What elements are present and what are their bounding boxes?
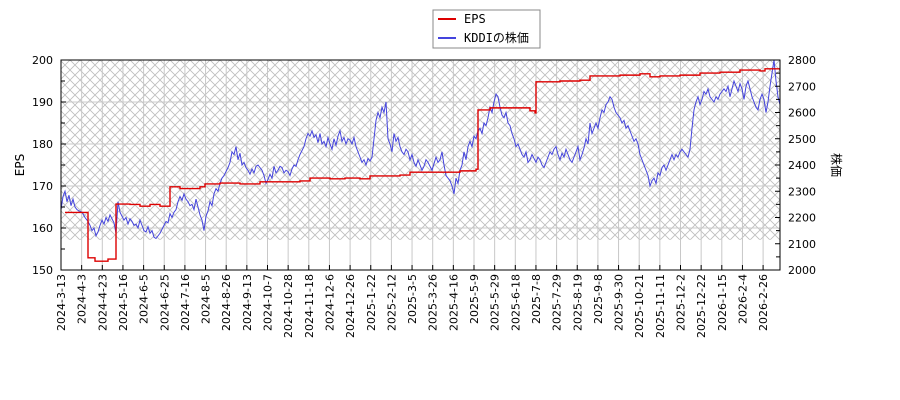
y-right-tick-label: 2500 (788, 133, 816, 146)
y-left-tick-label: 150 (32, 264, 53, 277)
x-tick-label: 2025-5-9 (468, 274, 481, 324)
x-tick-label: 2024-8-5 (200, 274, 213, 324)
x-tick-label: 2024-7-16 (179, 274, 192, 331)
price-series-line (61, 60, 780, 240)
y-right-tick-label: 2700 (788, 80, 816, 93)
x-tick-label: 2026-1-15 (716, 274, 729, 331)
y-left-tick-label: 170 (32, 180, 53, 193)
x-tick-label: 2024-5-16 (117, 274, 130, 331)
x-tick-label: 2025-11-11 (654, 274, 667, 338)
legend-eps-label: EPS (464, 12, 486, 26)
y-axis-left: 150 160 170 180 190 200 (32, 54, 66, 277)
x-tick-label: 2025-7-8 (530, 274, 543, 324)
x-tick-label: 2025-12-2 (675, 274, 688, 331)
x-tick-label: 2025-3-5 (406, 274, 419, 324)
x-tick-label: 2024-9-13 (241, 274, 254, 331)
x-tick-label: 2024-4-23 (96, 274, 109, 331)
x-tick-label: 2025-9-30 (613, 274, 626, 331)
x-tick-label: 2025-12-22 (695, 274, 708, 338)
x-tick-label: 2025-2-12 (385, 274, 398, 331)
y-right-tick-label: 2800 (788, 54, 816, 67)
y-axis-left-title: EPS (13, 154, 27, 176)
x-tick-label: 2024-12-6 (323, 274, 336, 331)
x-tick-label: 2024-6-25 (158, 274, 171, 331)
x-tick-label: 2026-2-4 (736, 274, 749, 324)
y-axis-right: 2000 2100 2200 2300 2400 2500 2600 2700 2800 (775, 54, 816, 277)
x-tick-label: 2025-3-26 (427, 274, 440, 331)
x-tick-label: 2025-8-19 (571, 274, 584, 331)
x-tick-label: 2024-8-26 (220, 274, 233, 331)
y-left-tick-label: 160 (32, 222, 53, 235)
x-tick-label: 2025-4-16 (447, 274, 460, 331)
y-axis-right-title: 株価 (829, 153, 844, 177)
x-tick-label: 2024-12-26 (344, 274, 357, 338)
plot-area (60, 59, 781, 271)
y-right-tick-label: 2600 (788, 107, 816, 120)
y-right-tick-label: 2300 (788, 185, 816, 198)
x-tick-label: 2025-6-18 (509, 274, 522, 331)
y-left-tick-label: 190 (32, 96, 53, 109)
x-tick-label: 2025-7-29 (551, 274, 564, 331)
y-right-tick-label: 2200 (788, 212, 816, 225)
x-tick-label: 2025-9-8 (592, 274, 605, 324)
x-tick-label: 2026-2-26 (757, 274, 770, 331)
x-tick-label: 2024-11-18 (303, 274, 316, 338)
y-right-tick-label: 2400 (788, 159, 816, 172)
y-left-tick-label: 180 (32, 138, 53, 151)
y-right-tick-label: 2000 (788, 264, 816, 277)
eps-series-line (65, 68, 780, 262)
x-tick-label: 2024-3-13 (55, 274, 68, 331)
x-tick-label: 2024-10-28 (282, 274, 295, 338)
y-right-tick-label: 2100 (788, 238, 816, 251)
x-tick-label: 2024-6-5 (138, 274, 151, 324)
x-tick-label: 2025-1-22 (365, 274, 378, 331)
x-tick-label: 2024-10-7 (262, 274, 275, 331)
legend-price-label: KDDIの株価 (464, 30, 529, 45)
x-tick-label: 2025-10-21 (633, 274, 646, 338)
x-tick-label: 2025-5-29 (489, 274, 502, 331)
y-left-tick-label: 200 (32, 54, 53, 67)
x-axis: 2024-3-13 2024-4-3 2024-4-23 2024-5-16 2024-… (55, 265, 770, 338)
legend: EPS KDDIの株価 (432, 9, 541, 49)
x-tick-label: 2024-4-3 (76, 274, 89, 324)
shaded-region (61, 60, 780, 240)
